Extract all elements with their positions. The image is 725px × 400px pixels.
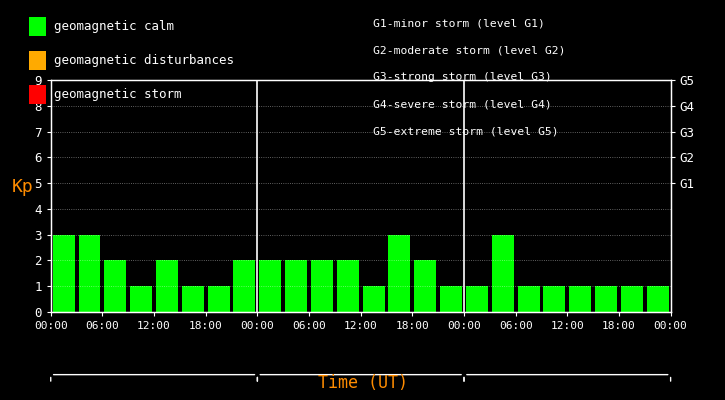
Bar [595,286,617,312]
Bar [156,260,178,312]
Bar [311,260,333,312]
Bar [233,260,255,312]
Bar [544,286,566,312]
Text: geomagnetic storm: geomagnetic storm [54,88,181,101]
Bar [362,286,384,312]
Bar [182,286,204,312]
Text: Time (UT): Time (UT) [318,374,407,392]
Bar [569,286,591,312]
Bar [130,286,152,312]
Text: geomagnetic calm: geomagnetic calm [54,20,174,33]
Text: G5-extreme storm (level G5): G5-extreme storm (level G5) [373,127,559,137]
Text: G4-severe storm (level G4): G4-severe storm (level G4) [373,100,552,110]
Text: G1-minor storm (level G1): G1-minor storm (level G1) [373,18,545,28]
Text: G3-strong storm (level G3): G3-strong storm (level G3) [373,72,552,82]
Bar [414,260,436,312]
Bar [260,260,281,312]
Bar [104,260,126,312]
Bar [337,260,359,312]
Bar [466,286,488,312]
Text: G2-moderate storm (level G2): G2-moderate storm (level G2) [373,45,566,55]
Bar [389,235,410,312]
Bar [621,286,643,312]
Bar [518,286,539,312]
Bar [492,235,514,312]
Bar [285,260,307,312]
Bar [440,286,462,312]
Bar [207,286,230,312]
Bar [647,286,668,312]
Bar [78,235,101,312]
Y-axis label: Kp: Kp [12,178,34,196]
Bar [53,235,75,312]
Text: geomagnetic disturbances: geomagnetic disturbances [54,54,233,67]
